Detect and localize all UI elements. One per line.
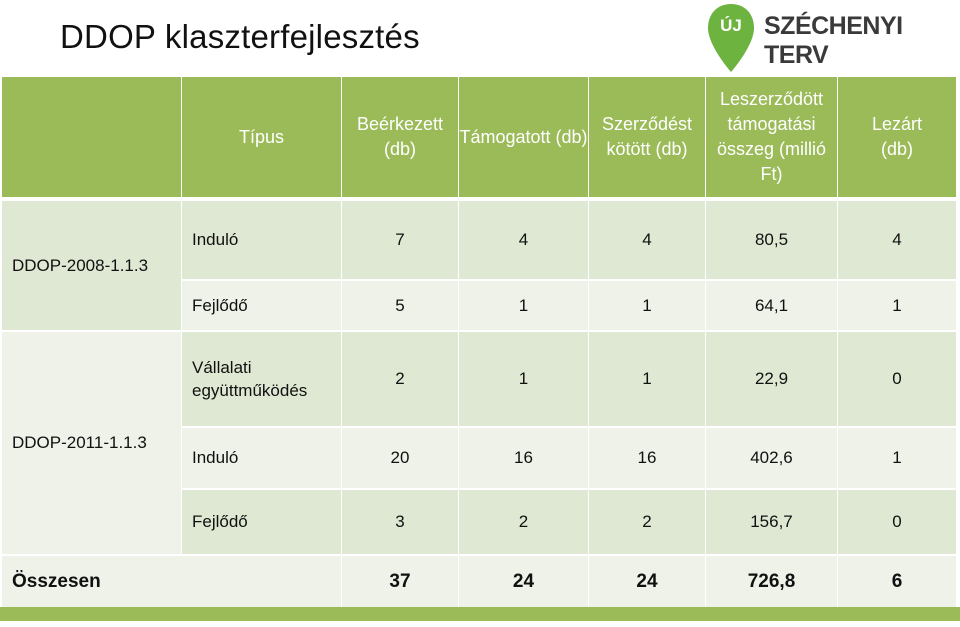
cell-supported: 2 (459, 490, 588, 554)
header-contracted: Szerződést kötött (db) (589, 77, 705, 197)
group-label: DDOP-2011-1.1.3 (2, 332, 181, 554)
cell-amount: 80,5 (706, 201, 837, 279)
cell-closed: 1 (838, 281, 956, 330)
row-type: Fejlődő (182, 281, 341, 330)
logo-badge: ÚJ (720, 16, 742, 35)
row-type: Induló (182, 428, 341, 488)
group-label: DDOP-2008-1.1.3 (2, 201, 181, 330)
cell-received: 3 (342, 490, 458, 554)
total-supported: 24 (459, 556, 588, 607)
logo-text: SZÉCHENYI TERV (764, 12, 903, 69)
cell-supported: 1 (459, 332, 588, 426)
header-supported: Támogatott (db) (459, 77, 588, 197)
cell-contracted: 1 (589, 281, 705, 330)
row-type: Vállalati együttműködés (182, 332, 341, 426)
cell-closed: 0 (838, 332, 956, 426)
cell-received: 20 (342, 428, 458, 488)
location-pin-icon (708, 4, 754, 72)
cell-amount: 156,7 (706, 490, 837, 554)
row-type: Fejlődő (182, 490, 341, 554)
cell-amount: 22,9 (706, 332, 837, 426)
header-received: Beérkezett (db) (342, 77, 458, 197)
cell-received: 5 (342, 281, 458, 330)
cell-closed: 0 (838, 490, 956, 554)
total-contracted: 24 (589, 556, 705, 607)
cell-received: 2 (342, 332, 458, 426)
total-received: 37 (342, 556, 458, 607)
cell-contracted: 2 (589, 490, 705, 554)
cell-received: 7 (342, 201, 458, 279)
row-type: Induló (182, 201, 341, 279)
total-amount: 726,8 (706, 556, 837, 607)
cell-supported: 4 (459, 201, 588, 279)
header-amount: Leszerződött támogatási összeg (millió F… (706, 77, 837, 197)
cell-amount: 64,1 (706, 281, 837, 330)
total-closed: 6 (838, 556, 956, 607)
cell-contracted: 1 (589, 332, 705, 426)
szechenyi-terv-logo: ÚJ SZÉCHENYI TERV (706, 2, 946, 74)
cell-contracted: 4 (589, 201, 705, 279)
header-corner (2, 77, 181, 197)
header-type: Típus (182, 77, 341, 197)
cell-supported: 1 (459, 281, 588, 330)
cell-closed: 1 (838, 428, 956, 488)
cell-closed: 4 (838, 201, 956, 279)
page-title: DDOP klaszterfejlesztés (60, 18, 420, 55)
header-closed: Lezárt (db) (838, 77, 956, 197)
cell-supported: 16 (459, 428, 588, 488)
cell-contracted: 16 (589, 428, 705, 488)
total-label: Összesen (2, 556, 341, 607)
cell-amount: 402,6 (706, 428, 837, 488)
bottom-accent-bar (0, 607, 960, 621)
